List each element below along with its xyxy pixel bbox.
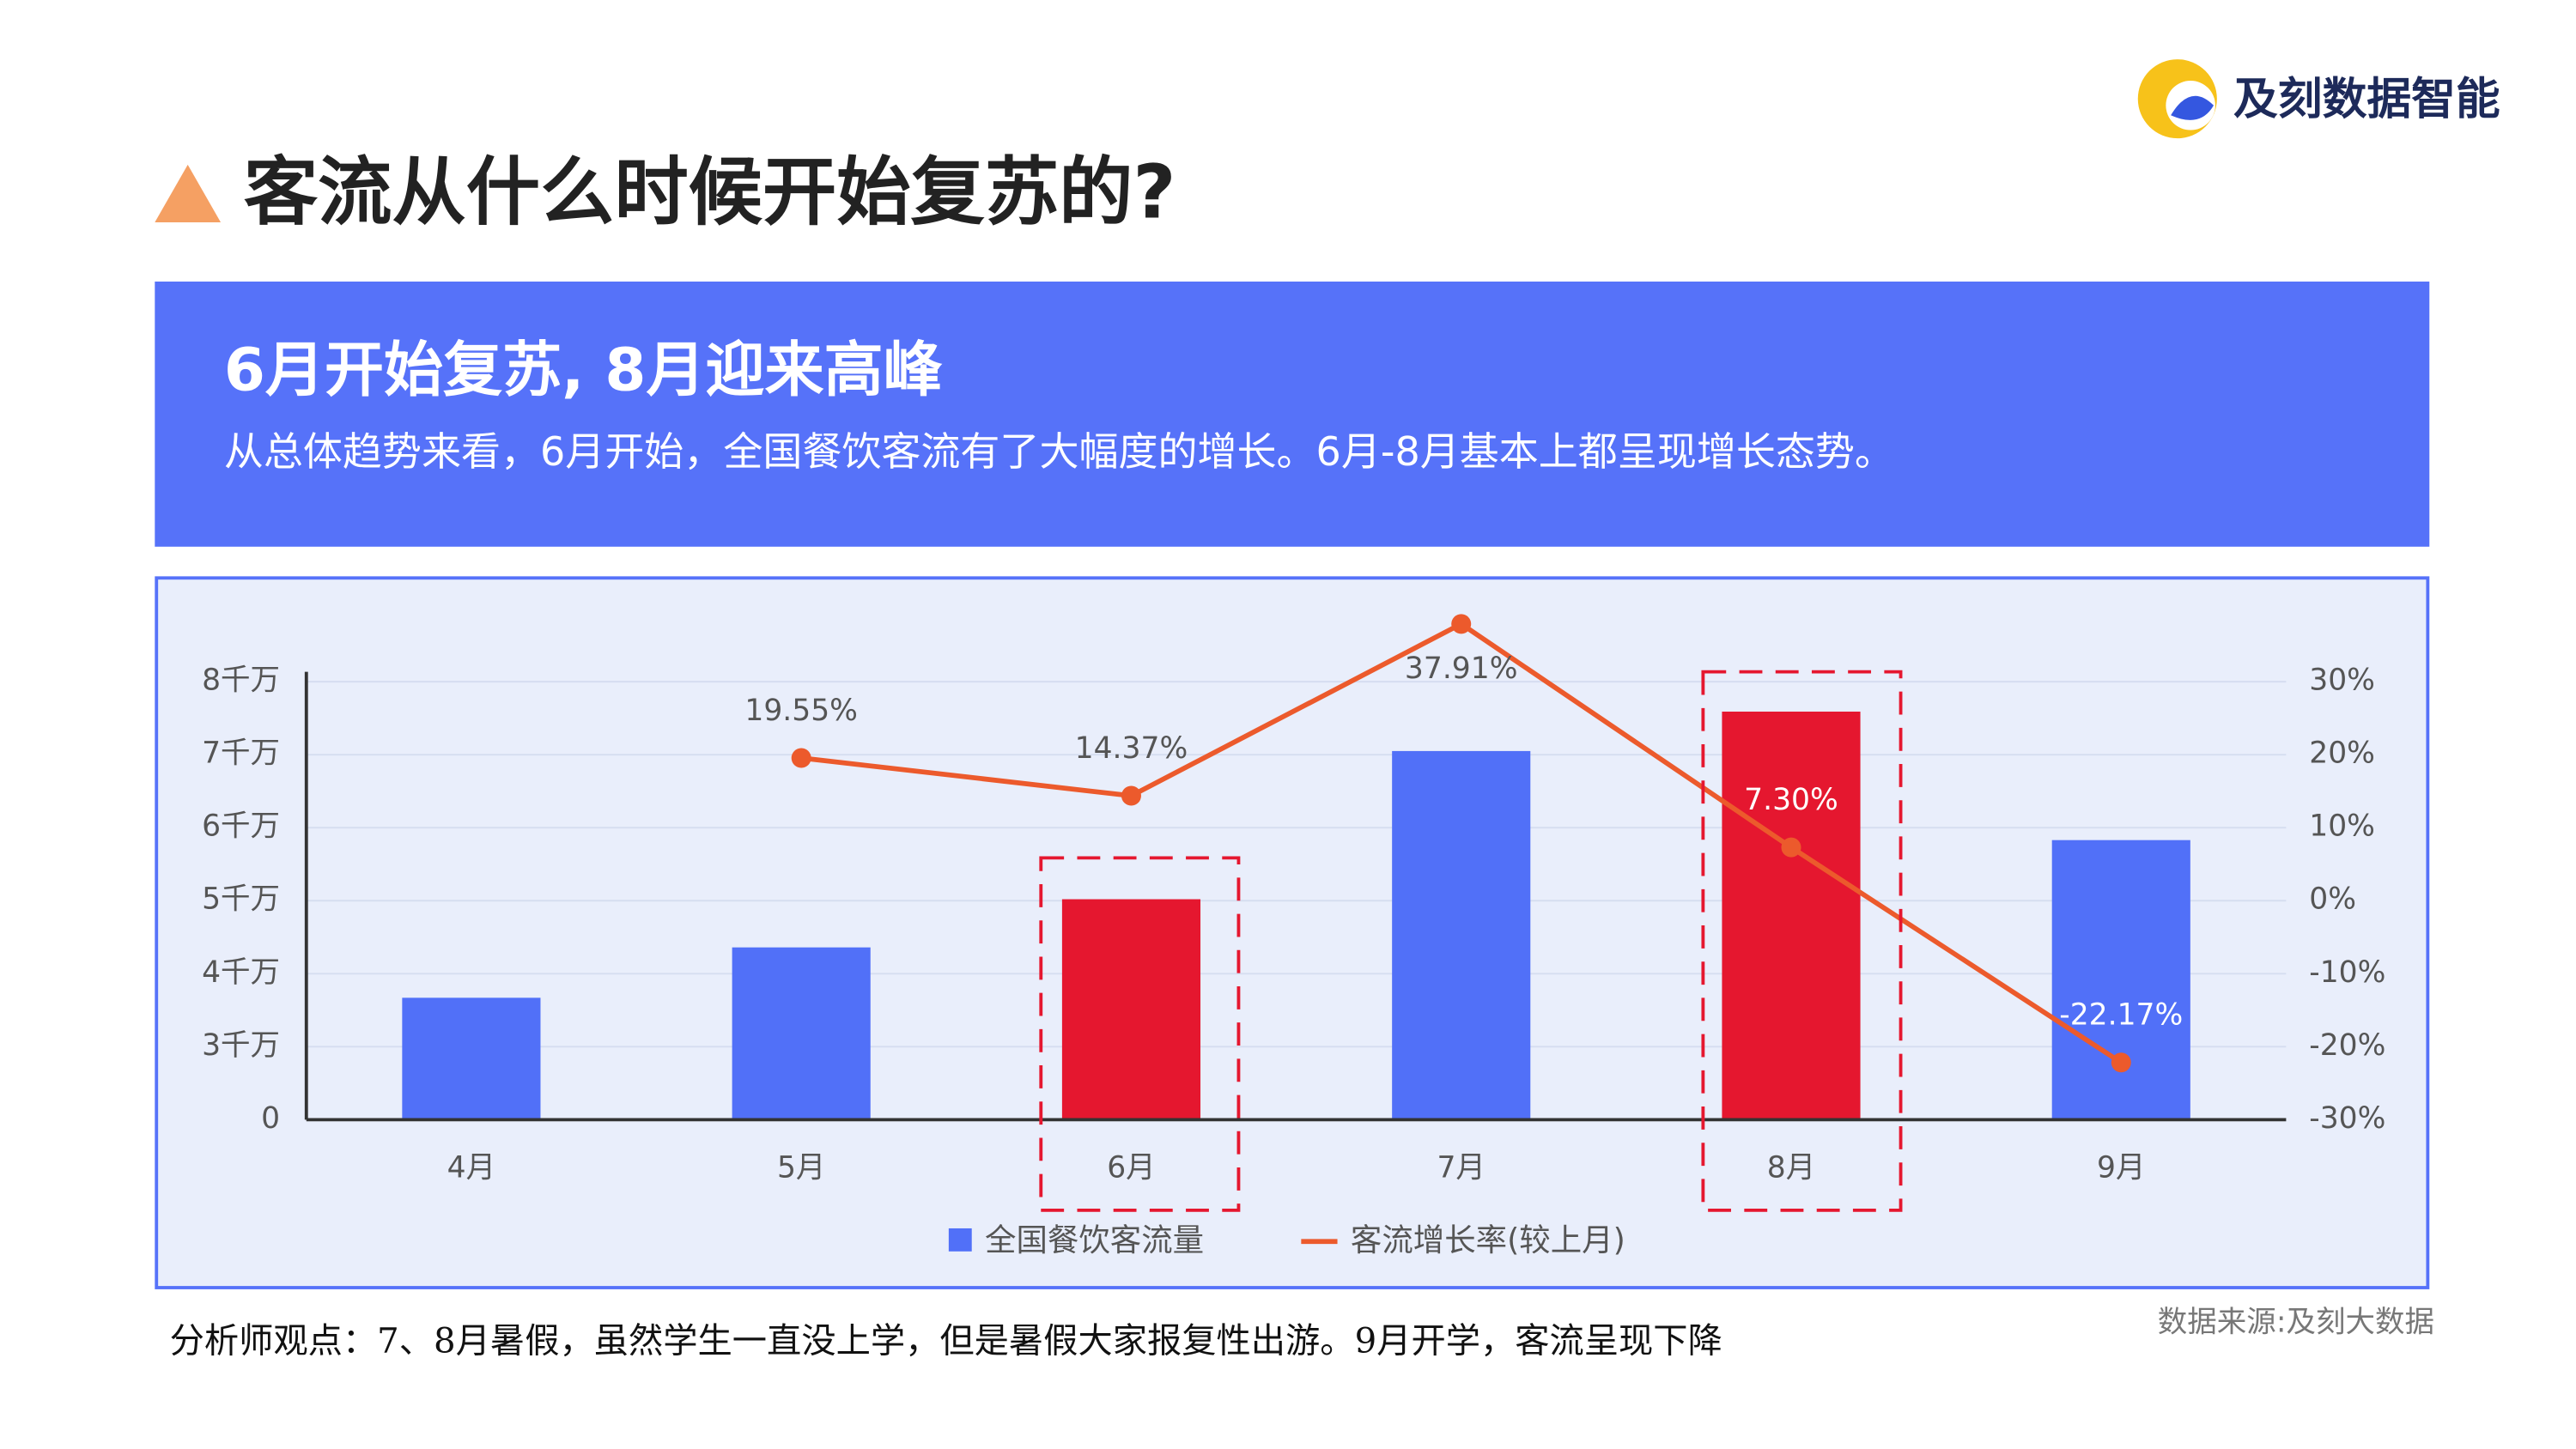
line-point: [1121, 785, 1141, 806]
y-tick-label: 8千万: [202, 664, 280, 698]
y2-tick-label: -30%: [2309, 1101, 2385, 1136]
legend-label: 客流增长率(较上月): [1351, 1222, 1625, 1258]
line-point: [791, 748, 811, 768]
line-point: [1451, 614, 1472, 634]
page-title: 客流从什么时候开始复苏的?: [244, 150, 1176, 236]
banner-text: 从总体趋势来看，6月开始，全国餐饮客流有了大幅度的增长。6月-8月基本上都呈现增…: [224, 428, 1894, 475]
x-tick-label: 5月: [777, 1150, 825, 1185]
y-tick-label: 0: [261, 1101, 280, 1136]
legend-swatch: [948, 1228, 972, 1252]
y2-tick-label: 0%: [2309, 882, 2356, 917]
x-tick-label: 7月: [1437, 1150, 1485, 1185]
bar: [1722, 711, 1861, 1120]
bar: [2051, 840, 2190, 1120]
data-label: 19.55%: [744, 694, 858, 728]
chart-panel: [155, 576, 2430, 1289]
y-tick-label: 7千万: [202, 737, 280, 771]
line-point: [2111, 1052, 2131, 1073]
x-tick-label: 6月: [1107, 1150, 1155, 1185]
data-label: -22.17%: [2059, 998, 2183, 1033]
y-tick-label: 3千万: [202, 1028, 280, 1063]
data-label: 7.30%: [1744, 783, 1838, 817]
source: 数据来源:及刻大数据: [2158, 1306, 2434, 1340]
x-tick-label: 8月: [1767, 1150, 1815, 1185]
logo-text: 及刻数据智能: [2233, 74, 2500, 125]
x-tick-label: 4月: [447, 1150, 495, 1185]
y-tick-label: 6千万: [202, 809, 280, 844]
highlight-box: [1039, 856, 1241, 1212]
bar: [1392, 750, 1531, 1120]
analyst-note: 分析师观点：7、8月暑假，虽然学生一直没上学，但是暑假大家报复性出游。9月开学，…: [170, 1322, 1722, 1361]
y2-tick-label: 10%: [2309, 809, 2375, 844]
legend-label: 全国餐饮客流量: [985, 1222, 1204, 1258]
title-icon: [155, 164, 222, 222]
data-label: 14.37%: [1075, 731, 1188, 766]
y-tick-label: 5千万: [202, 882, 280, 917]
logo-mark: [2137, 59, 2217, 139]
banner-title: 6月开始复苏, 8月迎来高峰: [224, 336, 943, 404]
bar: [732, 947, 871, 1120]
y2-tick-label: 20%: [2309, 737, 2375, 771]
y2-tick-label: -10%: [2309, 955, 2385, 990]
x-tick-label: 9月: [2097, 1150, 2145, 1185]
y2-tick-label: -20%: [2309, 1028, 2385, 1063]
line-point: [1781, 837, 1801, 858]
y-tick-label: 4千万: [202, 955, 280, 990]
data-label: 37.91%: [1405, 652, 1518, 686]
y2-tick-label: 30%: [2309, 664, 2375, 698]
bar: [1061, 899, 1201, 1120]
bar: [402, 997, 541, 1120]
highlight-box: [1701, 670, 1903, 1212]
banner: [155, 282, 2430, 547]
